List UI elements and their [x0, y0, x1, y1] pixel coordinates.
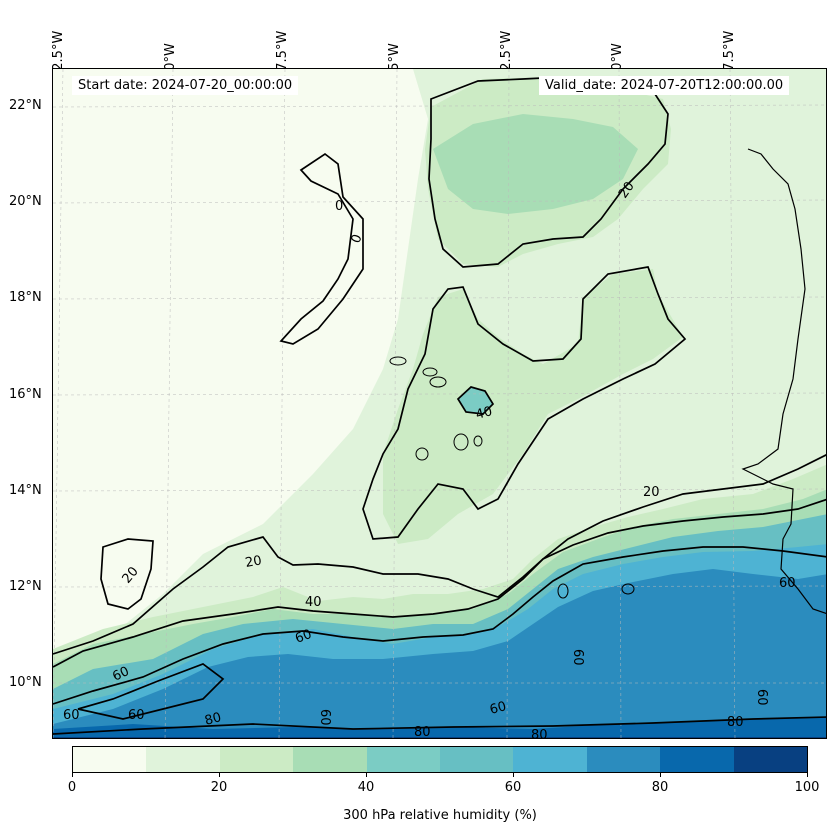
contour-label: 0 — [335, 199, 343, 214]
colorbar-segment — [73, 747, 146, 772]
contour-label: 60 — [63, 708, 80, 723]
colorbar-segment — [367, 747, 440, 772]
colorbar-title: 300 hPa relative humidity (%) — [343, 808, 537, 823]
colorbar — [72, 746, 808, 773]
colorbar-segment — [440, 747, 513, 772]
lat-label-14n: 14°N — [9, 483, 42, 498]
contour-label: 40 — [305, 595, 322, 610]
colorbar-segment — [587, 747, 660, 772]
humidity-map: 0 0 20 20 20 20 40 40 60 60 60 60 60 60 … — [53, 69, 827, 739]
lat-label-22n: 22°N — [9, 98, 42, 113]
colorbar-tick — [807, 773, 808, 777]
start-date-label: Start date: 2024-07-20_00:00:00 — [72, 76, 298, 95]
colorbar-tick-label: 80 — [652, 780, 669, 795]
valid-date-label: Valid_date: 2024-07-20T12:00:00.00 — [539, 76, 789, 95]
colorbar-segment — [734, 747, 807, 772]
contour-label: 60 — [570, 649, 585, 666]
colorbar-segment — [660, 747, 733, 772]
lat-label-12n: 12°N — [9, 579, 42, 594]
contour-label: 60 — [317, 709, 332, 726]
lat-label-10n: 10°N — [9, 675, 42, 690]
colorbar-tick-label: 40 — [358, 780, 375, 795]
colorbar-tick-label: 60 — [505, 780, 522, 795]
contour-label: 80 — [414, 725, 431, 739]
contour-label: 60 — [754, 689, 769, 706]
lat-label-16n: 16°N — [9, 387, 42, 402]
colorbar-tick — [219, 773, 220, 777]
colorbar-segment — [513, 747, 586, 772]
colorbar-tick-label: 0 — [68, 780, 76, 795]
colorbar-tick-label: 100 — [795, 780, 820, 795]
colorbar-segment — [220, 747, 293, 772]
colorbar-tick-label: 20 — [211, 780, 228, 795]
colorbar-segment — [146, 747, 219, 772]
contour-label: 60 — [128, 708, 145, 723]
colorbar-tick — [366, 773, 367, 777]
band-90-100 — [53, 737, 827, 739]
lat-label-20n: 20°N — [9, 194, 42, 209]
colorbar-tick — [72, 773, 73, 777]
contour-label: 60 — [779, 576, 796, 591]
contour-label: 80 — [727, 715, 744, 730]
colorbar-tick — [660, 773, 661, 777]
contour-label: 20 — [643, 485, 660, 500]
colorbar-segment — [293, 747, 366, 772]
contour-label: 80 — [531, 728, 548, 739]
colorbar-tick — [513, 773, 514, 777]
contour-label: 20 — [244, 553, 263, 571]
lat-label-18n: 18°N — [9, 290, 42, 305]
map-panel: 0 0 20 20 20 20 40 40 60 60 60 60 60 60 … — [52, 68, 827, 739]
